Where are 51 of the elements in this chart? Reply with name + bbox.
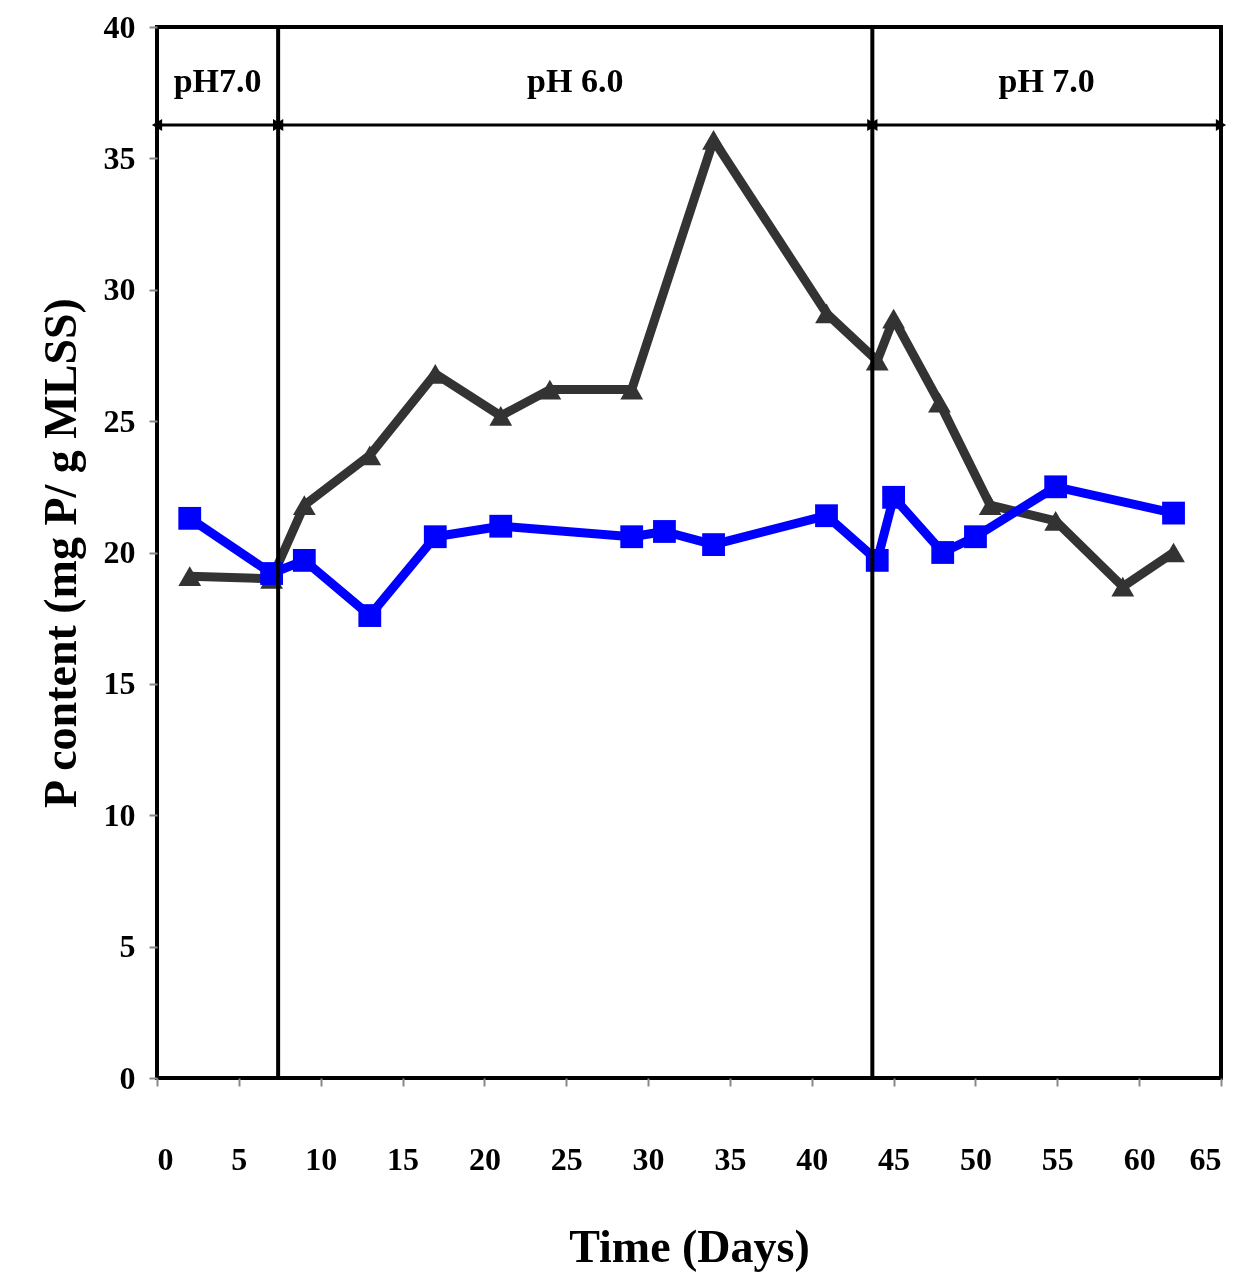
y-tick-label: 30 bbox=[103, 271, 136, 308]
point bbox=[178, 566, 202, 587]
point bbox=[815, 504, 838, 528]
annotation: pH7.0 bbox=[173, 62, 262, 99]
point bbox=[538, 379, 562, 400]
point bbox=[489, 514, 513, 538]
x-tick-label: 10 bbox=[305, 1140, 338, 1177]
x-tick-label: 35 bbox=[714, 1140, 747, 1177]
point bbox=[489, 406, 513, 426]
y-tick-label: 0 bbox=[119, 1059, 136, 1096]
x-tick-label: 0 bbox=[157, 1140, 174, 1177]
point bbox=[882, 485, 906, 509]
point bbox=[292, 548, 316, 572]
x-tick-label: 30 bbox=[632, 1140, 665, 1177]
x-tick-label: 15 bbox=[387, 1140, 420, 1177]
x-tick-label: 55 bbox=[1041, 1140, 1074, 1177]
y-axis-title: P content (mg P/ g MLSS) bbox=[34, 298, 86, 808]
point bbox=[1162, 501, 1185, 525]
point bbox=[978, 495, 1002, 516]
annotation: pH 6.0 bbox=[527, 62, 624, 99]
point bbox=[1111, 576, 1135, 597]
point bbox=[292, 495, 316, 516]
point bbox=[928, 392, 951, 413]
y-tick-label: 40 bbox=[103, 8, 136, 45]
x-tick-label: 25 bbox=[550, 1140, 583, 1177]
x-tick-label: 60 bbox=[1123, 1140, 1156, 1177]
point bbox=[882, 308, 906, 329]
point bbox=[423, 525, 447, 549]
point bbox=[620, 525, 644, 549]
point bbox=[358, 604, 382, 627]
x-tick-label: 20 bbox=[468, 1140, 501, 1177]
x-tick-label: 65 bbox=[1189, 1140, 1222, 1177]
y-tick-label: 5 bbox=[119, 928, 136, 965]
x-tick-label: 50 bbox=[959, 1140, 992, 1177]
point bbox=[178, 506, 202, 530]
x-tick-label: 5 bbox=[231, 1140, 248, 1177]
y-tick-label: 25 bbox=[103, 402, 136, 439]
y-tick-label: 10 bbox=[103, 796, 136, 833]
point bbox=[1044, 475, 1068, 499]
point bbox=[653, 520, 676, 543]
point bbox=[964, 525, 987, 549]
x-tick-label: 40 bbox=[796, 1140, 829, 1177]
point bbox=[702, 130, 725, 150]
annotation: pH 7.0 bbox=[998, 62, 1095, 99]
y-tick-label: 15 bbox=[103, 665, 136, 702]
point bbox=[931, 541, 955, 564]
x-axis-title: Time (Days) bbox=[569, 1220, 810, 1272]
x-tick-label: 45 bbox=[878, 1140, 911, 1177]
y-tick-label: 20 bbox=[103, 534, 136, 570]
y-tick-label: 35 bbox=[103, 139, 136, 176]
point bbox=[702, 533, 725, 557]
